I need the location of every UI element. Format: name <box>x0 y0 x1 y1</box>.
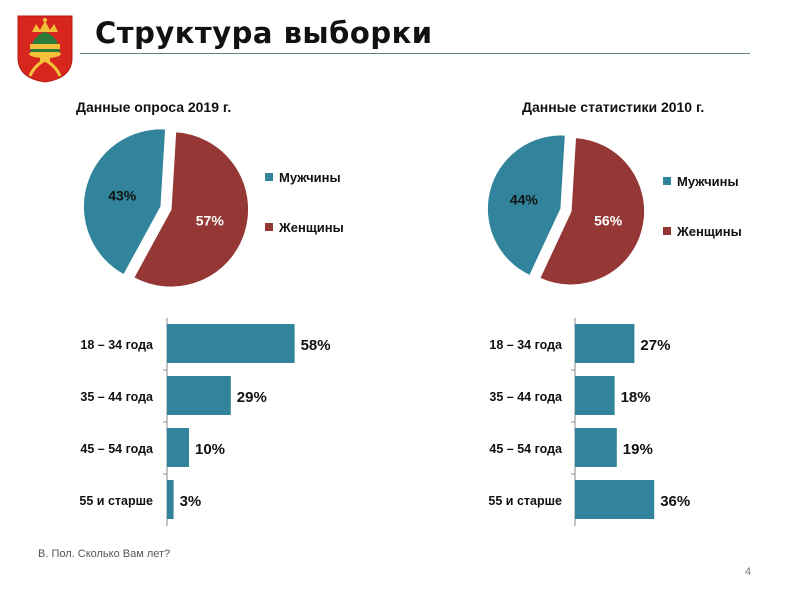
left-pie-chart: 43% 57% <box>82 127 250 289</box>
legend-label: Мужчины <box>677 173 739 189</box>
footnote: В. Пол. Сколько Вам лет? <box>38 548 171 560</box>
pie-value-label: 43% <box>108 187 137 203</box>
bar <box>575 428 617 467</box>
coat-of-arms-icon <box>17 15 73 83</box>
bar <box>575 376 615 415</box>
category-label: 18 – 34 года <box>489 338 563 352</box>
legend-item-men: Мужчины <box>663 172 742 190</box>
title-divider <box>80 53 750 54</box>
category-label: 35 – 44 года <box>80 390 154 404</box>
slide-title: Структура выборки <box>95 16 433 50</box>
legend-item-women: Женщины <box>265 218 344 236</box>
bar <box>167 376 231 415</box>
legend-label: Женщины <box>279 219 344 235</box>
category-label: 55 и старше <box>488 494 562 508</box>
category-label: 45 – 54 года <box>80 442 154 456</box>
pie-value-label: 56% <box>594 213 623 229</box>
bar <box>167 428 189 467</box>
bar-value-label: 36% <box>660 493 690 510</box>
pie-slice-men <box>82 127 167 277</box>
pie-slice-women <box>538 136 646 286</box>
bar-value-label: 3% <box>180 493 202 510</box>
bar <box>575 324 635 363</box>
right-age-bar-chart: 18 – 34 года 27% 35 – 44 года 18% 45 – 54 го… <box>488 318 690 526</box>
bar-value-label: 19% <box>623 441 653 458</box>
pie-value-label: 44% <box>510 191 539 207</box>
right-pie-title: Данные статистики 2010 г. <box>522 99 705 115</box>
page-number: 4 <box>745 566 752 578</box>
left-age-bar-chart: 18 – 34 года 58% 35 – 44 года 29% 45 – 54 го… <box>79 318 331 526</box>
category-label: 45 – 54 года <box>489 442 563 456</box>
category-label: 35 – 44 года <box>489 390 563 404</box>
pie-slice-women <box>132 130 250 289</box>
bar-value-label: 27% <box>640 337 670 354</box>
right-pie-legend: Мужчины Женщины <box>663 172 742 272</box>
bar <box>167 324 295 363</box>
legend-label: Женщины <box>677 223 742 239</box>
legend-swatch-maroon <box>663 227 671 235</box>
legend-swatch-teal <box>265 173 273 181</box>
bar-value-label: 18% <box>621 389 651 406</box>
left-pie-legend: Мужчины Женщины <box>265 168 344 268</box>
pie-value-label: 57% <box>196 213 225 229</box>
right-pie-chart: 44% 56% <box>486 134 646 286</box>
legend-swatch-maroon <box>265 223 273 231</box>
bar-value-label: 10% <box>195 441 225 458</box>
legend-item-women: Женщины <box>663 222 742 240</box>
legend-label: Мужчины <box>279 169 341 185</box>
legend-swatch-teal <box>663 177 671 185</box>
bar-value-label: 29% <box>237 389 267 406</box>
legend-item-men: Мужчины <box>265 168 344 186</box>
left-pie-title: Данные опроса 2019 г. <box>76 99 232 115</box>
category-label: 55 и старше <box>79 494 153 508</box>
bar <box>167 480 174 519</box>
bar-value-label: 58% <box>301 337 331 354</box>
category-label: 18 – 34 года <box>80 338 154 352</box>
pie-slice-men <box>486 134 567 277</box>
bar <box>575 480 655 519</box>
